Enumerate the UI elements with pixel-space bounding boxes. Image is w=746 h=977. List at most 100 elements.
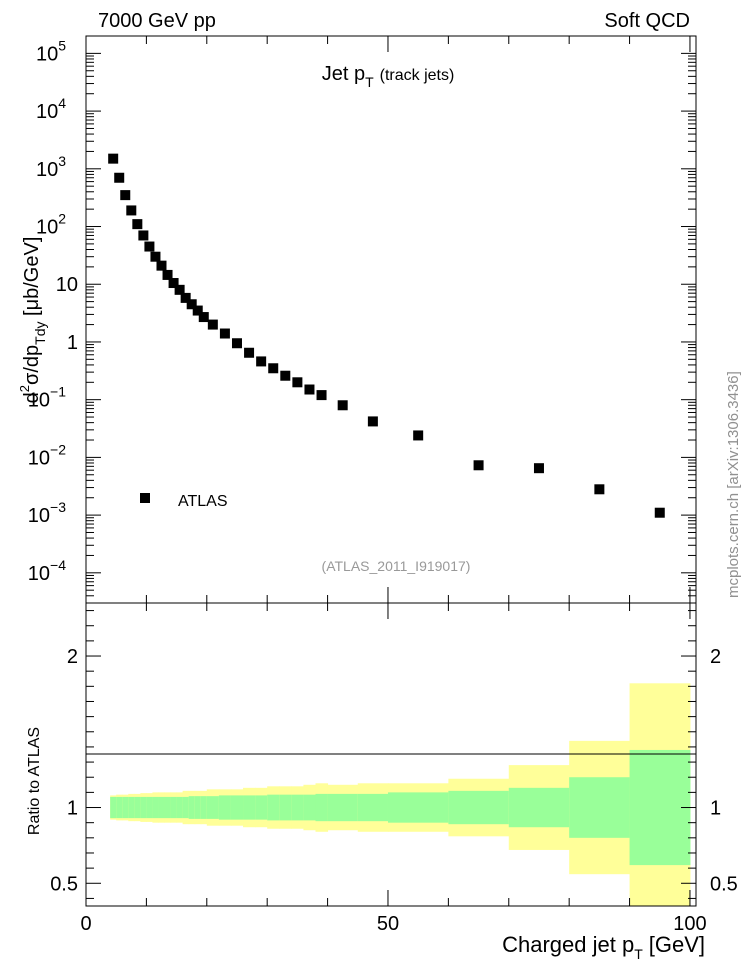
data-point bbox=[292, 377, 303, 388]
data-point bbox=[473, 460, 484, 471]
top-y-tick-label: 105 bbox=[36, 37, 66, 65]
data-point bbox=[280, 370, 291, 381]
top-y-tick-label: 10−2 bbox=[28, 441, 66, 469]
data-point bbox=[244, 347, 255, 358]
data-point bbox=[219, 328, 230, 339]
x-tick-label: 0 bbox=[80, 913, 91, 935]
bottom-y-tick-label-right: 2 bbox=[710, 646, 721, 668]
data-point bbox=[256, 356, 267, 367]
svg-text:d2σ/dpTdy [μb/GeV]: d2σ/dpTdy [μb/GeV] bbox=[17, 237, 48, 404]
ratio-inner-band bbox=[158, 796, 166, 819]
bottom-ylabel: Ratio to ATLAS bbox=[26, 727, 43, 835]
bottom-panel: 0.5 0.5 1 1 2 2 0 50 100 Ratio to ATLAS bbox=[26, 602, 738, 935]
data-point bbox=[180, 292, 191, 303]
ratio-inner-band bbox=[629, 749, 691, 866]
top-y-tick-label: 102 bbox=[36, 211, 66, 239]
data-point bbox=[186, 299, 197, 310]
ratio-inner-band bbox=[200, 796, 208, 819]
ratio-inner-band bbox=[357, 793, 389, 822]
bottom-x-ticks: 0 50 100 bbox=[80, 603, 707, 935]
ratio-inner-band bbox=[140, 796, 147, 819]
data-point bbox=[304, 384, 315, 395]
top-ylabel: d2σ/dpTdy [μb/GeV] bbox=[17, 237, 48, 404]
top-x-ticks bbox=[85, 36, 691, 603]
data-point bbox=[156, 260, 167, 271]
ratio-bands bbox=[110, 683, 691, 906]
legend-label: ATLAS bbox=[178, 493, 228, 510]
data-point bbox=[132, 219, 143, 230]
ratio-inner-band bbox=[164, 796, 172, 819]
bottom-y-tick-label: 1 bbox=[67, 798, 78, 820]
top-y-tick-label: 10−1 bbox=[28, 384, 66, 412]
data-point bbox=[168, 278, 179, 289]
ratio-inner-band bbox=[267, 794, 280, 821]
data-point bbox=[114, 172, 125, 183]
ratio-inner-band bbox=[327, 793, 359, 822]
data-point bbox=[192, 305, 203, 316]
ratio-inner-band bbox=[194, 796, 202, 819]
ratio-inner-band bbox=[230, 795, 244, 820]
analysis-tag: (ATLAS_2011_I919017) bbox=[322, 558, 471, 574]
data-point bbox=[198, 312, 209, 323]
data-point bbox=[108, 153, 119, 164]
ratio-inner-band bbox=[569, 777, 631, 838]
ratio-inner-band bbox=[315, 793, 329, 822]
x-tick-label: 100 bbox=[673, 913, 706, 935]
top-y-tick-label: 1 bbox=[67, 332, 78, 354]
data-point bbox=[126, 205, 137, 216]
ratio-inner-band bbox=[508, 787, 570, 828]
top-panel-frame bbox=[85, 35, 697, 604]
bottom-y-tick-label-right: 0.5 bbox=[710, 873, 738, 895]
ratio-inner-band bbox=[146, 796, 153, 819]
data-point bbox=[367, 416, 378, 427]
top-y-tick-label: 104 bbox=[36, 95, 66, 123]
legend-marker bbox=[140, 493, 150, 503]
ratio-inner-band bbox=[122, 796, 129, 819]
data-point bbox=[150, 251, 161, 262]
ratio-inner-band bbox=[116, 796, 123, 819]
bottom-y-tick-label: 0.5 bbox=[50, 873, 78, 895]
data-point bbox=[654, 507, 665, 518]
top-data-points bbox=[108, 153, 665, 518]
ratio-inner-band bbox=[176, 796, 184, 819]
ratio-inner-band bbox=[134, 796, 141, 819]
ratio-inner-band bbox=[448, 790, 510, 825]
ratio-inner-band bbox=[255, 795, 268, 820]
data-point bbox=[533, 463, 544, 474]
data-point bbox=[316, 390, 327, 401]
ratio-inner-band bbox=[110, 796, 117, 819]
ratio-inner-band bbox=[303, 794, 317, 821]
top-y-tick-label: 10−3 bbox=[28, 499, 66, 527]
ratio-inner-band bbox=[218, 795, 232, 820]
ratio-inner-band bbox=[387, 792, 449, 823]
x-tick-label: 50 bbox=[377, 913, 399, 935]
data-point bbox=[162, 269, 173, 280]
header-right: Soft QCD bbox=[604, 10, 690, 32]
ratio-inner-band bbox=[279, 794, 292, 821]
top-title: Jet pT (track jets) bbox=[322, 63, 455, 90]
data-point bbox=[207, 319, 218, 330]
ratio-inner-band bbox=[152, 796, 159, 819]
data-point bbox=[138, 230, 149, 241]
side-note: mcplots.cern.ch [arXiv:1306.3436] bbox=[725, 371, 742, 598]
data-point bbox=[231, 338, 242, 349]
data-point bbox=[594, 484, 605, 495]
top-y-tick-label: 10 bbox=[56, 274, 78, 296]
top-y-tick-label: 10−4 bbox=[28, 557, 66, 585]
data-point bbox=[268, 363, 279, 374]
header-left: 7000 GeV pp bbox=[98, 10, 216, 32]
ratio-inner-band bbox=[206, 796, 220, 819]
ratio-inner-band bbox=[188, 796, 196, 819]
data-point bbox=[144, 241, 155, 252]
ratio-inner-band bbox=[243, 795, 256, 820]
ratio-inner-band bbox=[170, 796, 178, 819]
data-point bbox=[174, 284, 185, 295]
bottom-y-tick-label-right: 1 bbox=[710, 798, 721, 820]
ratio-inner-band bbox=[128, 796, 135, 819]
x-axis-label: Charged jet pT [GeV] bbox=[502, 932, 705, 962]
bottom-y-ticks: 0.5 0.5 1 1 2 2 bbox=[50, 610, 738, 899]
data-point bbox=[120, 190, 131, 201]
bottom-y-tick-label: 2 bbox=[67, 646, 78, 668]
bottom-panel-frame bbox=[85, 602, 697, 907]
